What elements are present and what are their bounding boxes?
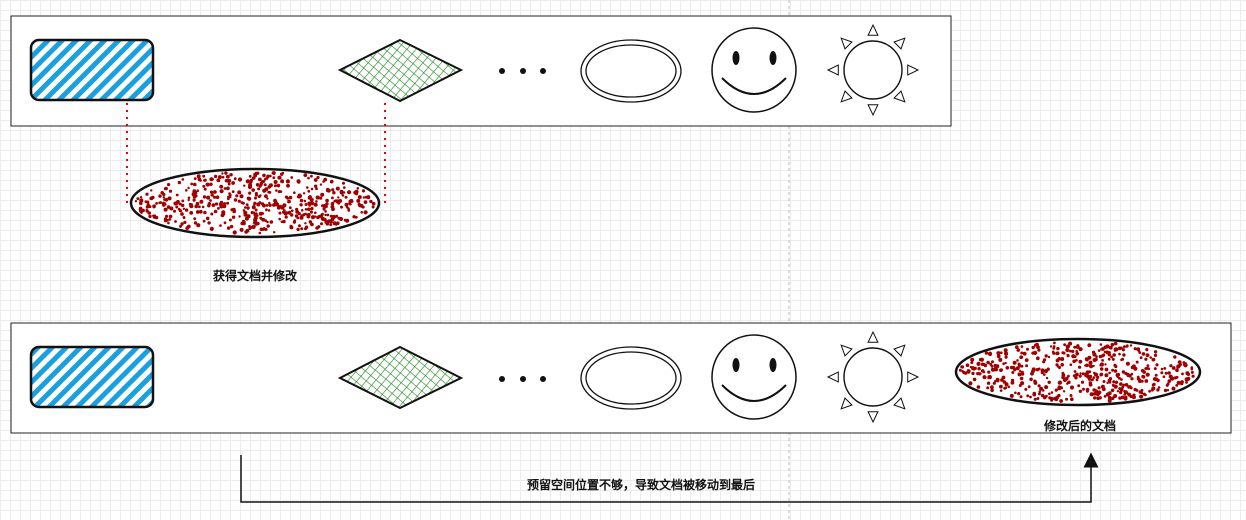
bottom-smiley-icon <box>711 334 797 420</box>
bottom-ellipsis-dots <box>499 376 546 382</box>
move-arrow <box>240 452 1099 503</box>
bottom-blue-rect <box>29 345 155 409</box>
top-blue-rect <box>29 38 155 102</box>
top-smiley-icon <box>711 27 797 113</box>
top-ellipsis-dots <box>499 68 546 74</box>
bottom-green-diamond <box>337 345 464 410</box>
top-double-ellipse <box>580 39 682 103</box>
middle-doc-ellipse <box>129 167 381 239</box>
top-sun-icon <box>826 23 920 117</box>
move-note-label: 预留空间位置不够，导致文档被移动到最后 <box>526 478 756 492</box>
bottom-doc-ellipse <box>954 337 1202 407</box>
modified-doc-label: 修改后的文档 <box>1043 419 1117 433</box>
modify-note-label: 获得文档并修改 <box>212 269 298 283</box>
bottom-double-ellipse <box>580 346 682 410</box>
bottom-sun-icon <box>826 330 920 424</box>
top-green-diamond <box>337 38 464 103</box>
